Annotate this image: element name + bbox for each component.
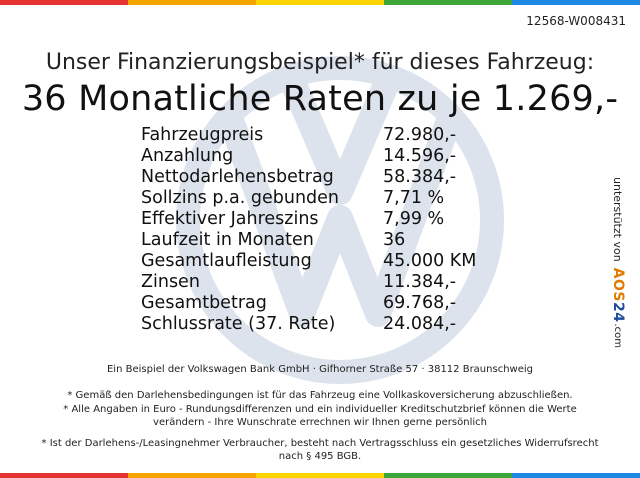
aos24-domain: .com [612,323,624,349]
detail-row: Nettodarlehensbetrag 58.384,- [141,167,476,188]
top-bar-green [384,0,512,5]
side-brand: unterstützt von AOS24 .com [608,177,628,349]
detail-row: Schlussrate (37. Rate) 24.084,- [141,314,476,335]
footnote: * Gemäß den Darlehensbedingungen ist für… [67,390,573,401]
detail-value: 11.384,- [383,272,457,292]
top-bar-red [0,0,128,5]
detail-value: 45.000 KM [383,251,477,271]
headline: Unser Finanzierungsbeispiel* für dieses … [45,50,595,75]
detail-row: Gesamtbetrag 69.768,- [141,293,476,314]
detail-row: Gesamtlaufleistung 45.000 KM [141,251,476,272]
detail-value: 69.768,- [383,293,457,313]
detail-value: 7,71 % [383,188,445,208]
detail-label: Laufzeit in Monaten [141,230,314,250]
detail-value: 24.084,- [383,314,457,334]
bottom-color-bar [0,473,640,478]
detail-row: Sollzins p.a. gebunden 7,71 % [141,188,476,209]
detail-label: Effektiver Jahreszins [141,209,319,229]
top-bar-blue [512,0,640,5]
top-bar-orange [128,0,256,5]
bottom-bar-blue [512,473,640,478]
aos24-logo: AOS24 [610,268,626,323]
footnotes: * Gemäß den Darlehensbedingungen ist für… [40,389,600,464]
detail-value: 7,99 % [383,209,445,229]
detail-label: Zinsen [141,272,200,292]
aos24-logo-part2: 24 [610,302,626,323]
bottom-bar-orange [128,473,256,478]
detail-label: Sollzins p.a. gebunden [141,188,340,208]
bottom-bar-green [384,473,512,478]
detail-label: Anzahlung [141,146,234,166]
detail-label: Gesamtbetrag [141,293,267,313]
detail-value: 72.980,- [383,125,457,145]
detail-label: Gesamtlaufleistung [141,251,312,271]
vw-logo-icon [176,56,504,384]
detail-label: Schlussrate (37. Rate) [141,314,336,334]
monthly-rate: 36 Monatliche Raten zu je 1.269,- [21,79,619,119]
top-color-bar [0,0,640,5]
detail-label: Nettodarlehensbetrag [141,167,334,187]
detail-row: Laufzeit in Monaten 36 [141,230,476,251]
top-bar-yellow [256,0,384,5]
lender-info: Ein Beispiel der Volkswagen Bank GmbH · … [106,364,533,375]
detail-row: Anzahlung 14.596,- [141,146,476,167]
aos24-logo-part1: AOS [610,267,626,302]
footnote: * Alle Angaben in Euro - Rundungsdiffere… [63,403,577,429]
detail-row: Zinsen 11.384,- [141,272,476,293]
bottom-bar-red [0,473,128,478]
detail-value: 58.384,- [383,167,457,187]
side-brand-text: unterstützt von [611,177,625,262]
detail-value: 36 [383,230,406,250]
detail-label: Fahrzeugpreis [141,125,264,145]
financing-details: Fahrzeugpreis 72.980,- Anzahlung 14.596,- … [141,125,476,335]
reference-id: 12568-W008431 [526,14,626,28]
detail-row: Effektiver Jahreszins 7,99 % [141,209,476,230]
bottom-bar-yellow [256,473,384,478]
detail-row: Fahrzeugpreis 72.980,- [141,125,476,146]
detail-value: 14.596,- [383,146,457,166]
footnote: * Ist der Darlehens-/Leasingnehmer Verbr… [41,437,599,463]
